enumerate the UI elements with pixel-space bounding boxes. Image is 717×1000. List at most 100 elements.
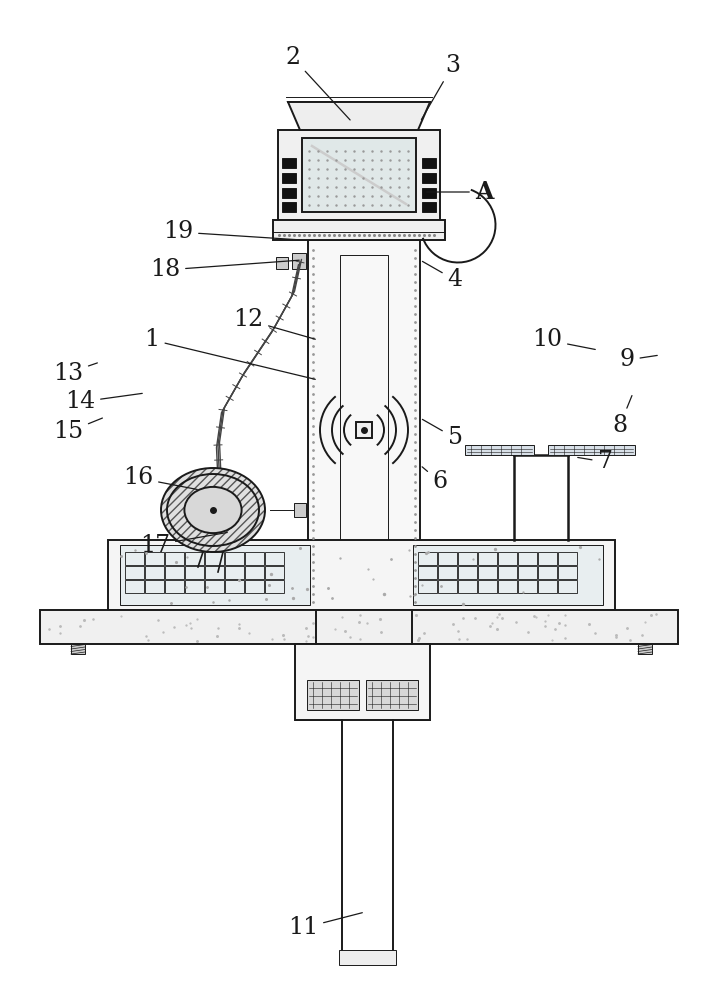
Text: 9: 9	[619, 349, 657, 371]
Bar	[366, 680, 418, 710]
Bar	[225, 566, 244, 579]
Bar	[638, 644, 652, 654]
Bar	[276, 257, 288, 269]
Bar	[245, 552, 264, 565]
Bar	[418, 580, 437, 593]
Bar	[282, 173, 296, 183]
Bar	[478, 566, 497, 579]
Text: 17: 17	[140, 532, 227, 556]
Bar	[205, 552, 224, 565]
Bar	[518, 580, 537, 593]
Bar	[265, 552, 284, 565]
Bar	[185, 552, 204, 565]
Bar	[458, 580, 477, 593]
Ellipse shape	[161, 468, 265, 552]
Text: 10: 10	[532, 328, 595, 352]
Text: 19: 19	[163, 221, 299, 243]
Bar	[422, 158, 436, 168]
Bar	[125, 566, 144, 579]
Bar	[292, 253, 306, 269]
Text: 5: 5	[422, 419, 462, 450]
Bar	[458, 566, 477, 579]
Bar	[282, 202, 296, 212]
Bar	[518, 566, 537, 579]
Bar	[245, 580, 264, 593]
Bar	[478, 552, 497, 565]
Bar	[125, 580, 144, 593]
Text: 2: 2	[285, 46, 350, 120]
Text: 16: 16	[123, 466, 197, 489]
Bar	[165, 566, 184, 579]
Bar	[498, 580, 517, 593]
Bar	[125, 552, 144, 565]
Text: 12: 12	[233, 308, 315, 339]
Bar	[438, 552, 457, 565]
Bar	[538, 566, 557, 579]
Bar	[518, 552, 537, 565]
Bar	[108, 540, 615, 610]
Bar	[265, 580, 284, 593]
Bar	[339, 950, 396, 965]
Text: 18: 18	[150, 258, 299, 282]
Bar	[165, 552, 184, 565]
Text: 4: 4	[422, 261, 462, 292]
Bar	[273, 220, 445, 240]
Text: A: A	[427, 180, 493, 204]
Bar	[422, 173, 436, 183]
Bar	[245, 566, 264, 579]
Bar	[185, 566, 204, 579]
Bar	[356, 422, 372, 438]
Bar	[145, 580, 164, 593]
Bar	[282, 188, 296, 198]
Bar	[538, 580, 557, 593]
Bar	[265, 566, 284, 579]
Bar	[548, 445, 635, 455]
Text: 6: 6	[422, 467, 447, 493]
Text: 14: 14	[65, 390, 142, 414]
Text: 11: 11	[288, 913, 362, 940]
Bar	[422, 202, 436, 212]
Bar	[308, 240, 420, 610]
Bar	[71, 644, 85, 654]
Bar	[438, 580, 457, 593]
Bar	[145, 552, 164, 565]
Text: 1: 1	[144, 328, 315, 379]
Bar	[465, 445, 534, 455]
Bar	[185, 580, 204, 593]
Bar	[498, 566, 517, 579]
Bar	[413, 545, 603, 605]
Text: 7: 7	[578, 450, 612, 474]
Bar	[145, 566, 164, 579]
Bar	[418, 566, 437, 579]
Bar	[458, 552, 477, 565]
Bar	[558, 552, 577, 565]
Bar	[340, 255, 388, 595]
Bar	[225, 552, 244, 565]
Bar	[438, 566, 457, 579]
Polygon shape	[288, 102, 430, 130]
Bar	[120, 545, 310, 605]
Text: 13: 13	[53, 361, 98, 384]
Bar	[558, 580, 577, 593]
Bar	[538, 552, 557, 565]
Bar	[422, 188, 436, 198]
Bar	[295, 644, 430, 720]
Text: 8: 8	[612, 396, 632, 436]
Bar	[282, 158, 296, 168]
Bar	[278, 130, 440, 220]
Bar	[478, 580, 497, 593]
Bar	[302, 138, 416, 212]
Bar	[165, 580, 184, 593]
Bar	[294, 503, 306, 517]
Ellipse shape	[184, 487, 242, 533]
Bar	[558, 566, 577, 579]
Bar	[205, 566, 224, 579]
Bar	[307, 680, 359, 710]
Bar	[40, 610, 678, 644]
Text: 3: 3	[422, 53, 460, 120]
Bar	[418, 552, 437, 565]
Bar	[225, 580, 244, 593]
Bar	[498, 552, 517, 565]
Bar	[205, 580, 224, 593]
Text: 15: 15	[53, 418, 103, 444]
